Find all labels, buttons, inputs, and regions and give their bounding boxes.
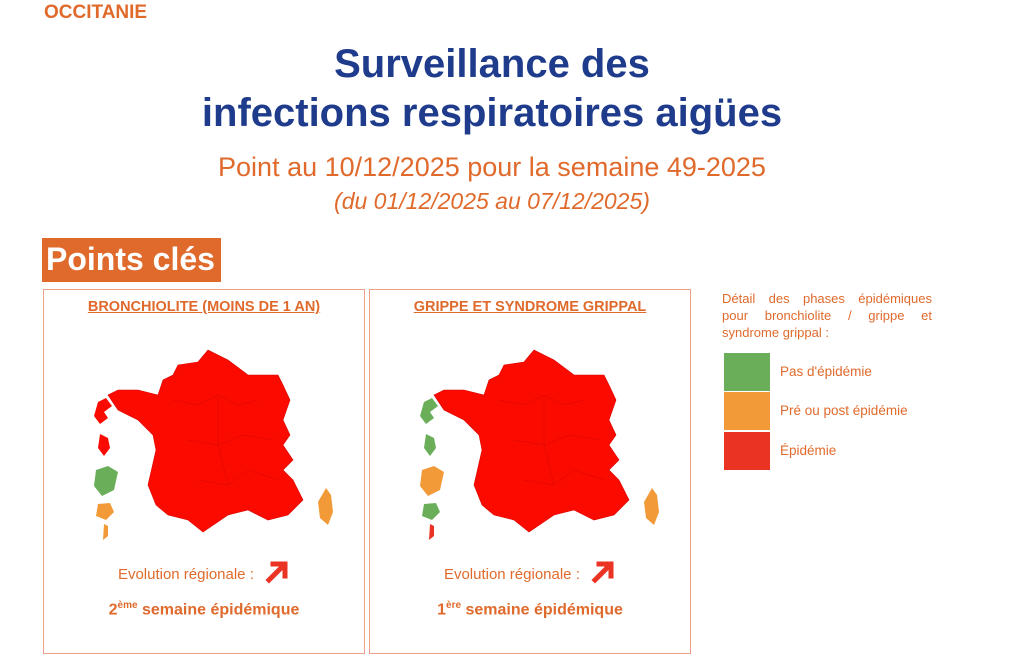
panel-bronchiolite: BRONCHIOLITE (MOINS DE 1 AN) Evolution r… bbox=[43, 289, 365, 654]
section-title: Points clés bbox=[42, 238, 221, 282]
evolution-label: Evolution régionale : bbox=[117, 566, 254, 583]
week-number: 1 bbox=[437, 601, 447, 619]
reunion bbox=[96, 503, 114, 520]
reunion bbox=[422, 503, 440, 520]
page-title: Surveillance des infections respiratoire… bbox=[0, 40, 984, 138]
title-line-1: Surveillance des bbox=[334, 42, 650, 86]
week-suffix: ère bbox=[446, 600, 462, 611]
guyane bbox=[420, 466, 444, 496]
legend-label: Pré ou post épidémie bbox=[780, 403, 908, 418]
week-suffix: ème bbox=[117, 600, 138, 611]
mayotte bbox=[103, 524, 108, 540]
france-map bbox=[420, 349, 659, 540]
legend-item-no-epidemic: Pas d'épidémie bbox=[724, 353, 1004, 391]
guyane bbox=[94, 466, 118, 496]
epidemic-week: 2ème semaine épidémique bbox=[44, 600, 364, 619]
legend-item-epidemic: Épidémie bbox=[724, 432, 1004, 470]
report-subtitle: Point au 10/12/2025 pour la semaine 49-2… bbox=[218, 152, 766, 182]
arrow-up-right-icon bbox=[591, 561, 614, 584]
week-text: semaine épidémique bbox=[461, 601, 623, 619]
arrow-up-right-icon bbox=[265, 561, 288, 584]
legend-item-pre-post-epidemic: Pré ou post épidémie bbox=[724, 392, 1004, 430]
mainland-france bbox=[107, 349, 304, 533]
panel-title: BRONCHIOLITE (MOINS DE 1 AN) bbox=[87, 299, 321, 315]
mayotte bbox=[429, 524, 434, 540]
legend-swatch bbox=[724, 432, 770, 470]
legend-label: Pas d'épidémie bbox=[780, 364, 872, 379]
evolution-row: Evolution régionale : bbox=[44, 558, 364, 584]
panel-title: GRIPPE ET SYNDROME GRIPPAL bbox=[413, 299, 647, 315]
legend-title: Détail des phases épidémiques pour bronc… bbox=[722, 291, 932, 340]
title-line-2: infections respiratoires aigües bbox=[201, 91, 783, 135]
legend-swatch bbox=[724, 392, 770, 430]
evolution-row: Evolution régionale : bbox=[370, 558, 690, 584]
guadeloupe bbox=[420, 398, 438, 424]
week-number: 2 bbox=[108, 601, 118, 619]
martinique bbox=[98, 434, 110, 456]
panel-grippe: GRIPPE ET SYNDROME GRIPPAL Evolution rég… bbox=[369, 289, 691, 654]
region-label: OCCITANIE bbox=[44, 2, 148, 23]
martinique bbox=[424, 434, 436, 456]
epidemic-week: 1ère semaine épidémique bbox=[370, 600, 690, 619]
date-range: (du 01/12/2025 au 07/12/2025) bbox=[334, 188, 650, 214]
guadeloupe bbox=[94, 398, 112, 424]
legend-label: Épidémie bbox=[780, 443, 837, 458]
mainland-france bbox=[433, 349, 630, 533]
evolution-label: Evolution régionale : bbox=[443, 566, 580, 583]
legend-swatch bbox=[724, 353, 770, 391]
france-map bbox=[94, 349, 333, 540]
corsica bbox=[644, 488, 659, 525]
corsica bbox=[318, 488, 333, 525]
week-text: semaine épidémique bbox=[137, 601, 300, 619]
